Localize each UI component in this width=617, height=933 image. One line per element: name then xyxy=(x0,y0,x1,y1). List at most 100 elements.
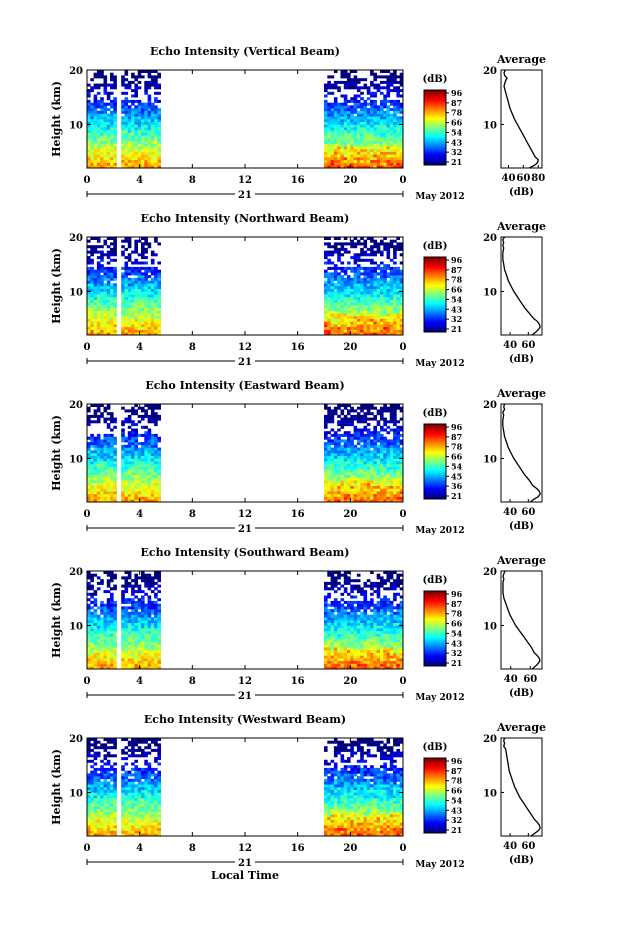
heatmap-cell xyxy=(380,330,384,333)
heatmap-cell xyxy=(344,105,348,108)
heatmap-cell xyxy=(380,450,384,453)
heatmap-cell xyxy=(383,75,387,78)
heatmap-cell xyxy=(396,92,400,95)
heatmap-cell xyxy=(128,294,132,297)
heatmap-cell xyxy=(341,114,345,117)
heatmap-cell xyxy=(100,664,104,667)
heatmap-cell xyxy=(121,653,125,656)
heatmap-cell xyxy=(367,494,371,497)
heatmap-cell xyxy=(367,97,371,100)
heatmap-cell xyxy=(151,409,155,412)
heatmap-cell xyxy=(107,294,111,297)
heatmap-cell xyxy=(360,461,364,464)
heatmap-cell xyxy=(107,480,111,483)
heatmap-cell xyxy=(341,108,345,111)
heatmap-cell xyxy=(141,480,145,483)
heatmap-cell xyxy=(347,486,351,489)
heatmap-cell xyxy=(141,127,145,130)
heatmap-cell xyxy=(87,494,91,497)
heatmap-cell xyxy=(144,409,148,412)
heatmap-cell xyxy=(327,275,331,278)
heatmap-cell xyxy=(383,245,387,248)
heatmap-cell xyxy=(341,283,345,286)
heatmap-cell xyxy=(113,283,117,286)
heatmap-cell xyxy=(104,483,108,486)
heatmap-cell xyxy=(100,639,104,642)
heatmap-cell xyxy=(337,114,341,117)
heatmap-cell xyxy=(128,636,132,639)
heatmap-cell xyxy=(344,472,348,475)
heatmap-cell xyxy=(324,305,328,308)
heatmap-cell xyxy=(110,412,114,415)
heatmap-cell xyxy=(110,642,114,645)
heatmap-cell xyxy=(393,461,397,464)
heatmap-cell xyxy=(151,625,155,628)
heatmap-cell xyxy=(327,313,331,316)
heatmap-cell xyxy=(104,163,108,166)
heatmap-cell xyxy=(380,289,384,292)
heatmap-cell xyxy=(327,262,331,265)
heatmap-cell xyxy=(357,431,361,434)
heatmap-cell xyxy=(364,267,368,270)
heatmap-cell xyxy=(131,448,135,451)
heatmap-cell xyxy=(364,311,368,314)
heatmap-cell xyxy=(100,245,104,248)
heatmap-cell xyxy=(100,100,104,103)
heatmap-cell xyxy=(341,116,345,119)
heatmap-cell xyxy=(125,130,129,133)
heatmap-cell xyxy=(128,426,132,429)
heatmap-cell xyxy=(377,431,381,434)
heatmap-cell xyxy=(151,439,155,442)
heatmap-cell xyxy=(144,157,148,160)
heatmap-cell xyxy=(360,475,364,478)
heatmap-cell xyxy=(337,259,341,262)
heatmap-cell xyxy=(344,407,348,410)
heatmap-cell xyxy=(350,483,354,486)
heatmap-cell xyxy=(144,267,148,270)
heatmap-cell xyxy=(131,456,135,459)
heatmap-cell xyxy=(131,636,135,639)
heatmap-cell xyxy=(138,302,142,305)
heatmap-cell xyxy=(341,141,345,144)
heatmap-cell xyxy=(141,256,145,259)
heatmap-cell xyxy=(87,617,91,620)
heatmap-cell xyxy=(327,494,331,497)
heatmap-cell xyxy=(350,488,354,491)
heatmap-cell xyxy=(128,240,132,243)
heatmap-cell xyxy=(110,469,114,472)
heatmap-cell xyxy=(344,453,348,456)
heatmap-cell xyxy=(357,114,361,117)
heatmap-cell xyxy=(141,623,145,626)
heatmap-cell xyxy=(138,305,142,308)
heatmap-cell xyxy=(100,84,104,87)
heatmap-cell xyxy=(94,251,98,254)
colorbar-tick-label: 78 xyxy=(451,442,463,452)
heatmap-cell xyxy=(113,486,117,489)
heatmap-cell xyxy=(100,450,104,453)
heatmap-cell xyxy=(125,576,129,579)
heatmap-cell xyxy=(141,327,145,330)
heatmap-cell xyxy=(337,450,341,453)
heatmap-cell xyxy=(364,84,368,87)
heatmap-cell xyxy=(131,157,135,160)
heatmap-cell xyxy=(364,275,368,278)
heatmap-cell xyxy=(373,461,377,464)
heatmap-cell xyxy=(387,319,391,322)
heatmap-cell xyxy=(334,275,338,278)
heatmap-cell xyxy=(94,488,98,491)
heatmap-cell xyxy=(131,152,135,155)
heatmap-cell xyxy=(134,163,138,166)
heatmap-cell xyxy=(157,291,161,294)
heatmap-cell xyxy=(151,418,155,421)
heatmap-cell xyxy=(90,313,94,316)
heatmap-cell xyxy=(380,262,384,265)
heatmap-cell xyxy=(324,445,328,448)
heatmap-cell xyxy=(90,86,94,89)
heatmap-cell xyxy=(364,278,368,281)
heatmap-cell xyxy=(383,122,387,125)
heatmap-cell xyxy=(128,617,132,620)
heatmap-cell xyxy=(113,116,117,119)
heatmap-cell xyxy=(344,488,348,491)
heatmap-cell xyxy=(390,300,394,303)
heatmap-cell xyxy=(350,163,354,166)
